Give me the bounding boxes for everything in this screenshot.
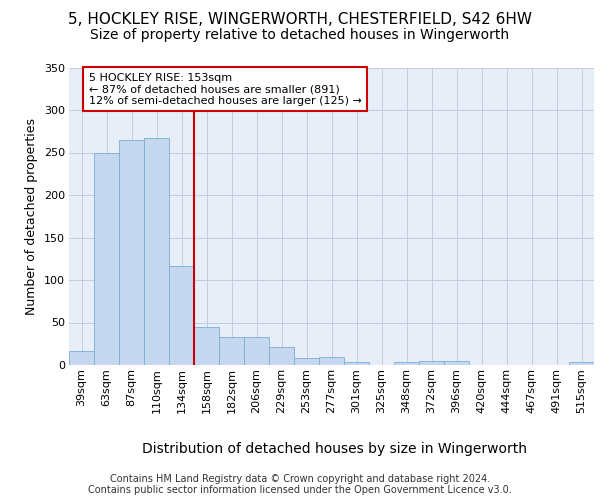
Text: Distribution of detached houses by size in Wingerworth: Distribution of detached houses by size …	[142, 442, 527, 456]
Text: Contains HM Land Registry data © Crown copyright and database right 2024.: Contains HM Land Registry data © Crown c…	[110, 474, 490, 484]
Text: 5, HOCKLEY RISE, WINGERWORTH, CHESTERFIELD, S42 6HW: 5, HOCKLEY RISE, WINGERWORTH, CHESTERFIE…	[68, 12, 532, 28]
Bar	[144, 138, 169, 365]
Bar	[419, 361, 444, 365]
Y-axis label: Number of detached properties: Number of detached properties	[25, 118, 38, 315]
Bar	[169, 266, 194, 365]
Bar	[444, 361, 469, 365]
Bar	[394, 362, 419, 365]
Text: Size of property relative to detached houses in Wingerworth: Size of property relative to detached ho…	[91, 28, 509, 42]
Bar	[194, 327, 219, 365]
Bar	[319, 358, 344, 365]
Bar	[69, 352, 94, 365]
Bar	[569, 362, 594, 365]
Bar	[119, 140, 144, 365]
Bar	[344, 362, 369, 365]
Text: Contains public sector information licensed under the Open Government Licence v3: Contains public sector information licen…	[88, 485, 512, 495]
Bar	[219, 337, 244, 365]
Text: 5 HOCKLEY RISE: 153sqm
← 87% of detached houses are smaller (891)
12% of semi-de: 5 HOCKLEY RISE: 153sqm ← 87% of detached…	[89, 72, 362, 106]
Bar	[294, 358, 319, 365]
Bar	[269, 347, 294, 365]
Bar	[94, 154, 119, 365]
Bar	[244, 337, 269, 365]
